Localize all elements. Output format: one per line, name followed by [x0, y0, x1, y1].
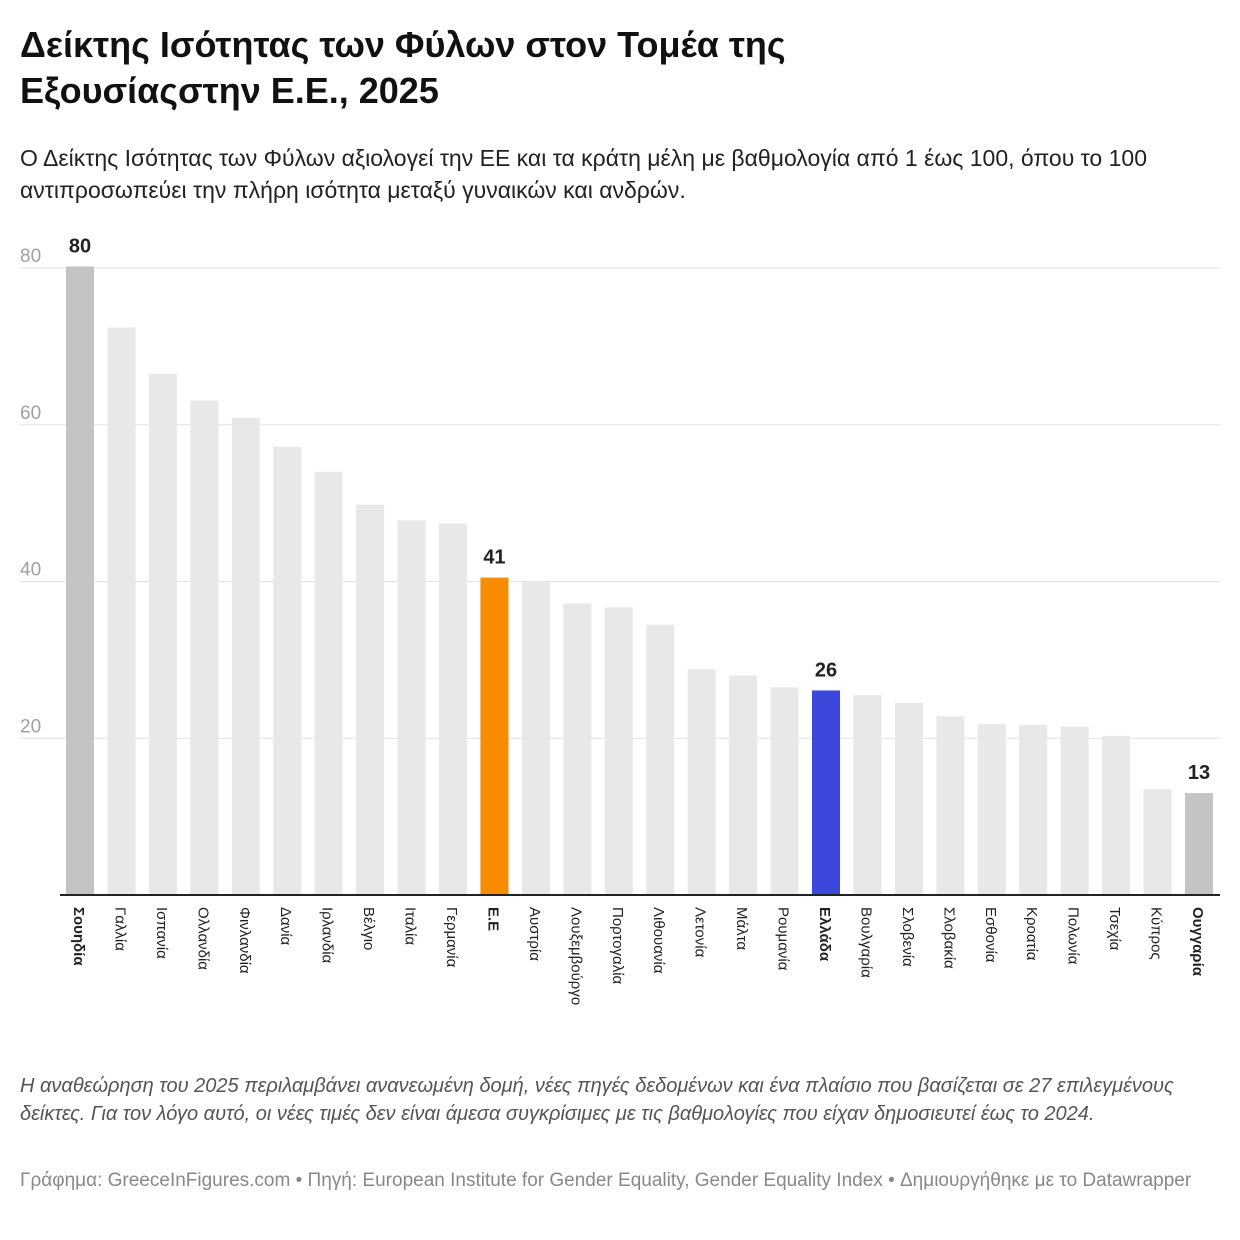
bar — [646, 624, 675, 895]
bar — [977, 724, 1006, 895]
bar — [604, 607, 633, 895]
bar — [1060, 726, 1089, 895]
bar — [66, 266, 94, 895]
x-tick-label: Πολωνία — [1065, 907, 1082, 965]
x-tick-label: Βουλγαρία — [857, 907, 874, 978]
x-tick-label: Ουγγαρία — [1189, 907, 1206, 977]
bar — [853, 695, 882, 895]
data-label: 26 — [815, 659, 837, 681]
chart-footer: Γράφημα: GreeceInFigures.com • Πηγή: Eur… — [20, 1170, 1192, 1191]
x-tick-label: Ιταλία — [402, 907, 419, 945]
x-tick-label: Λουξεμβούργο — [567, 907, 584, 1005]
bar — [1185, 793, 1213, 895]
x-tick-label: Σλοβακία — [940, 907, 957, 969]
y-tick-label: 80 — [20, 246, 41, 267]
x-tick-label: Ισπανία — [153, 907, 170, 959]
x-tick-label: Μάλτα — [733, 907, 750, 950]
x-tick-label: Φινλανδία — [236, 907, 253, 974]
x-tick-label: Σλοβενία — [899, 907, 916, 967]
bar — [314, 471, 343, 895]
x-tick-label: Κροατία — [1023, 907, 1040, 961]
bar — [1143, 789, 1172, 895]
bar — [190, 400, 219, 895]
x-tick-label: Ολλανδία — [194, 907, 211, 970]
x-tick-label: Εσθονία — [982, 907, 999, 963]
bar — [1019, 724, 1048, 895]
data-label: 41 — [483, 547, 505, 569]
x-tick-label: Βέλγιο — [360, 907, 377, 950]
bar — [521, 582, 550, 895]
y-tick-label: 60 — [20, 403, 41, 424]
bar — [107, 327, 136, 895]
x-tick-label: Γαλλία — [111, 907, 128, 951]
bar — [148, 373, 177, 895]
x-tick-label: Πορτογαλία — [609, 907, 626, 985]
bar — [397, 520, 426, 895]
bar — [687, 669, 716, 895]
bar — [356, 504, 385, 895]
bar — [894, 702, 923, 895]
chart-note: Η αναθεώρηση του 2025 περιλαμβάνει ανανε… — [20, 1075, 1174, 1125]
data-label: 13 — [1188, 762, 1210, 784]
bar — [936, 716, 965, 895]
x-tick-label: Δανία — [277, 907, 294, 946]
chart-title: Δείκτης Ισότητας των Φύλων στον Τομέα τη… — [20, 24, 786, 111]
data-label: 80 — [69, 235, 91, 257]
x-tick-label: Ελλάδα — [816, 907, 833, 962]
bar — [812, 690, 840, 895]
bar — [770, 687, 799, 895]
bar — [563, 603, 592, 895]
bar — [480, 577, 509, 895]
bar — [273, 446, 302, 895]
bar — [729, 675, 758, 895]
x-tick-label: Λετονία — [692, 907, 709, 958]
x-tick-label: Ε.Ε — [484, 907, 501, 931]
chart-subtitle: Ο Δείκτης Ισότητας των Φύλων αξιολογεί τ… — [20, 145, 1147, 203]
x-tick-label: Ιρλανδία — [319, 907, 336, 964]
x-tick-label: Αυστρία — [526, 907, 543, 961]
y-tick-label: 40 — [20, 560, 41, 581]
x-tick-label: Γερμανία — [443, 907, 460, 968]
x-tick-label: Λιθουανία — [650, 907, 667, 974]
y-tick-label: 20 — [20, 716, 41, 737]
bar — [231, 417, 260, 895]
x-tick-label: Σουηδία — [70, 907, 87, 966]
x-tick-label: Ρουμανία — [775, 907, 792, 971]
x-tick-label: Κύπρος — [1148, 907, 1165, 960]
x-tick-label: Τσεχία — [1106, 907, 1123, 951]
bar — [439, 523, 467, 895]
bar — [1102, 735, 1131, 895]
